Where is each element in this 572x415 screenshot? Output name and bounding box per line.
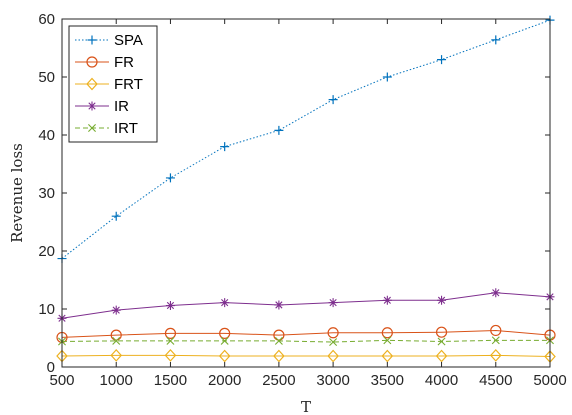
y-tick-label: 40 xyxy=(38,127,55,144)
series-line-ir xyxy=(61,292,551,319)
tick-layer: 500 1000 1500 2000 2500 3000 3500 4000 4500 5000 0… xyxy=(38,11,566,389)
data-point-frt xyxy=(381,349,394,363)
data-point-irt xyxy=(166,336,175,345)
data-point-spa xyxy=(220,142,230,152)
legend-marker-spa xyxy=(87,35,97,45)
data-point-ir xyxy=(165,301,175,311)
y-tick-label: 60 xyxy=(38,11,55,28)
data-point-spa xyxy=(328,95,338,105)
data-point-frt xyxy=(489,349,502,362)
x-tick-label: 4000 xyxy=(425,372,458,389)
data-point-fr xyxy=(219,327,231,339)
y-tick-label: 0 xyxy=(47,359,55,376)
series-frt xyxy=(56,349,556,363)
data-point-irt xyxy=(437,337,446,346)
data-point-spa xyxy=(382,72,392,82)
x-axis-title: T xyxy=(301,398,311,415)
series-line-spa xyxy=(61,19,551,259)
data-point-irt xyxy=(383,336,392,345)
data-point-fr xyxy=(164,327,177,339)
data-point-fr xyxy=(435,326,448,338)
y-tick-label: 20 xyxy=(38,243,55,260)
data-point-frt xyxy=(435,349,448,363)
x-tick-label: 1000 xyxy=(100,372,133,389)
x-tick-label: 2000 xyxy=(208,372,241,389)
legend-label-frt: FRT xyxy=(114,76,143,93)
legend-marker-fr xyxy=(86,56,98,68)
data-point-spa xyxy=(165,173,175,183)
data-point-irt xyxy=(274,336,283,345)
series-line-fr xyxy=(61,329,551,338)
x-tick-label: 3000 xyxy=(316,372,349,389)
data-point-fr xyxy=(381,327,393,339)
data-point-fr xyxy=(327,327,339,339)
y-tick-label: 10 xyxy=(38,301,55,318)
x-tick-label: 4500 xyxy=(479,372,512,389)
data-point-frt xyxy=(164,349,177,362)
data-point-irt xyxy=(112,336,121,345)
data-point-frt xyxy=(273,349,285,363)
x-tick-label: 5000 xyxy=(533,372,566,389)
series-line-irt xyxy=(61,339,550,343)
data-point-irt xyxy=(329,338,338,347)
data-point-frt xyxy=(110,349,123,362)
legend-marker-ir xyxy=(87,101,97,111)
x-tick-label: 2500 xyxy=(262,372,295,389)
data-point-ir xyxy=(274,300,284,310)
legend-marker-frt xyxy=(86,77,98,91)
legend-label-spa: SPA xyxy=(114,32,143,49)
data-point-fr xyxy=(273,329,285,341)
y-axis-title: Revenue loss xyxy=(8,143,26,243)
x-tick-label: 1500 xyxy=(154,372,187,389)
data-point-ir xyxy=(437,295,447,305)
legend-label-irt: IRT xyxy=(114,120,138,137)
data-point-ir xyxy=(328,298,338,308)
data-point-spa xyxy=(111,211,121,221)
data-point-spa xyxy=(274,125,284,135)
data-point-ir xyxy=(382,295,392,305)
data-point-ir xyxy=(111,305,121,315)
data-point-fr xyxy=(490,324,502,337)
x-tick-label: 3500 xyxy=(371,372,404,389)
data-point-ir xyxy=(491,288,501,298)
legend-marker-irt xyxy=(88,124,96,132)
data-point-spa xyxy=(491,35,501,45)
y-tick-label: 30 xyxy=(38,185,55,202)
legend-label-ir: IR xyxy=(114,98,129,115)
x-tick-label: 500 xyxy=(49,372,74,389)
legend-label-fr: FR xyxy=(114,54,134,71)
data-point-fr xyxy=(110,329,122,341)
series-line-frt xyxy=(61,354,551,358)
data-point-frt xyxy=(218,349,231,363)
y-tick-label: 50 xyxy=(38,69,55,86)
data-point-spa xyxy=(437,55,447,65)
data-point-ir xyxy=(220,298,230,308)
data-point-frt xyxy=(327,349,339,363)
series-fr xyxy=(56,324,556,344)
legend: SPA FR FRT IR IRT xyxy=(68,25,158,143)
data-point-irt xyxy=(220,336,229,345)
data-point-irt xyxy=(491,336,500,345)
